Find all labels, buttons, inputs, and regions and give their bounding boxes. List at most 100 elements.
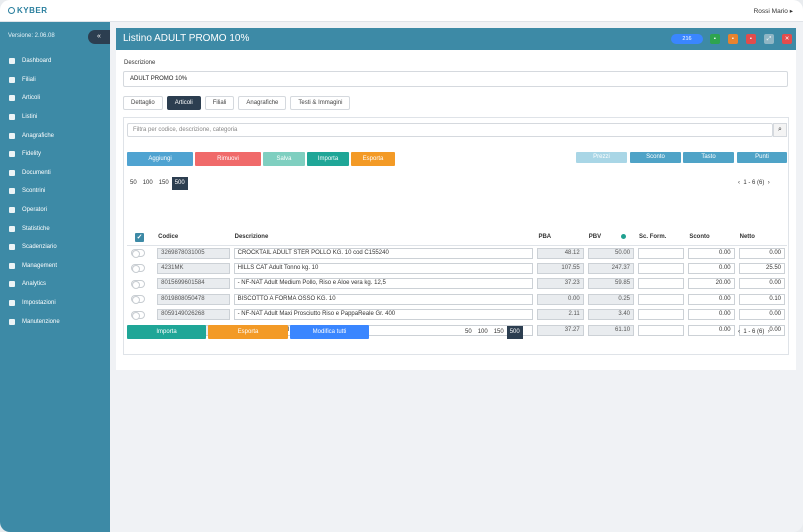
col-netto[interactable]: Netto [736, 230, 787, 246]
import-button[interactable]: Importa [307, 152, 349, 166]
netto-input[interactable]: 0.00 [738, 309, 785, 321]
sidebar-item-operatori[interactable]: Operatori [0, 201, 110, 220]
sc-form-input[interactable] [638, 324, 685, 336]
sc-form-input[interactable] [638, 247, 685, 259]
select-all-checkbox[interactable]: ✓ [135, 232, 144, 242]
row-toggle[interactable] [131, 295, 145, 305]
page-size-50[interactable]: 50 [130, 180, 137, 186]
save-button[interactable]: Salva [263, 152, 305, 166]
page-size-150[interactable]: 150 [493, 329, 504, 335]
filter-input[interactable]: Filtra per codice, descrizione, categori… [127, 123, 773, 137]
next-page-icon[interactable]: › [767, 329, 770, 335]
sconto-input[interactable]: 0.00 [688, 247, 735, 259]
netto-input[interactable]: 0.00 [738, 278, 785, 290]
sconto-cell: 20.00 [686, 276, 736, 292]
close-icon[interactable]: ✕ [782, 34, 792, 44]
sc-form-input[interactable] [638, 278, 685, 290]
codice-cell: 8059149026268 [155, 307, 231, 323]
key-button[interactable]: Tasto [683, 152, 734, 163]
search-icon[interactable]: ⌕ [773, 123, 787, 137]
sconto-input[interactable]: 0.00 [688, 262, 735, 274]
sconto-input[interactable]: 0.00 [688, 309, 735, 321]
row-toggle[interactable] [131, 264, 145, 274]
delete-icon[interactable]: ▪ [746, 34, 756, 44]
sidebar-item-statistiche[interactable]: Statistiche [0, 219, 110, 238]
export-button[interactable]: Esporta [351, 152, 395, 166]
page-size-150[interactable]: 150 [158, 180, 169, 186]
sidebar-item-fidelity[interactable]: Fidelity [0, 145, 110, 164]
sidebar-item-management[interactable]: Management [0, 257, 110, 276]
page-size-100[interactable]: 100 [477, 329, 488, 335]
sc-form-input[interactable] [638, 293, 685, 305]
tab-filiali[interactable]: Filiali [204, 96, 235, 110]
pagination-top: ‹ 1 - 6 (6) › [738, 180, 770, 186]
col-sc-form[interactable]: Sc. Form. [636, 230, 687, 246]
sidebar-item-label: Filiali [22, 76, 36, 83]
page-size-500[interactable]: 500 [506, 326, 523, 339]
col-pba[interactable]: PBA [535, 230, 586, 246]
sidebar-item-filiali[interactable]: Filiali [0, 71, 110, 90]
col-pbv-header[interactable]: PBV [585, 230, 637, 246]
sidebar-item-anagrafiche[interactable]: Anagrafiche [0, 126, 110, 145]
page-size-50[interactable]: 50 [465, 329, 472, 335]
sidebar-item-manutenzione[interactable]: Manutenzione [0, 312, 110, 331]
print-icon[interactable]: ▪ [728, 34, 738, 44]
sidebar-item-impostazioni[interactable]: Impostazioni [0, 294, 110, 313]
sidebar-collapse-button[interactable]: « [88, 30, 110, 44]
sidebar-item-documenti[interactable]: Documenti [0, 164, 110, 183]
user-menu[interactable]: Rossi Mario ▸ [754, 7, 793, 15]
row-toggle[interactable] [131, 310, 145, 320]
sconto-input[interactable]: 0.00 [688, 293, 735, 305]
prev-page-icon[interactable]: ‹ [738, 180, 740, 186]
page-size-100[interactable]: 100 [142, 180, 153, 186]
logo-text: KYBER [17, 6, 48, 15]
sidebar-item-scadenziario[interactable]: Scadenziario [0, 238, 110, 257]
row-toggle[interactable] [131, 249, 145, 258]
add-button[interactable]: Aggiungi [127, 152, 193, 166]
descrizione-field[interactable]: HILLS CAT Adult Tonno kg. 10 [233, 262, 534, 274]
netto-input[interactable]: 0.10 [738, 293, 785, 305]
prev-page-icon[interactable]: ‹ [738, 329, 740, 335]
col-descrizione[interactable]: Descrizione [231, 230, 536, 246]
tab-dettaglio[interactable]: Dettaglio [123, 96, 163, 110]
description-input[interactable]: ADULT PROMO 10% [123, 71, 788, 87]
remove-button[interactable]: Rimuovi [195, 152, 261, 166]
col-sconto[interactable]: Sconto [686, 230, 737, 246]
col-codice[interactable]: Codice [155, 230, 232, 246]
sidebar-item-analytics[interactable]: Analytics [0, 275, 110, 294]
tab-anagrafiche[interactable]: Anagrafiche [238, 96, 287, 110]
sconto-input[interactable]: 20.00 [688, 278, 735, 290]
netto-input[interactable]: 0.00 [738, 324, 785, 336]
page-size-500[interactable]: 500 [171, 177, 188, 190]
next-page-icon[interactable]: › [767, 180, 770, 186]
netto-input[interactable]: 0.00 [738, 247, 785, 259]
descrizione-field[interactable]: - NF-NAT Adult Maxi Prosciutto Riso e Pa… [233, 309, 534, 321]
discount-button[interactable]: Sconto [630, 152, 681, 163]
descrizione-field[interactable]: CROCKTAIL ADULT STER POLLO KG. 10 cod C1… [233, 247, 534, 259]
sconto-input[interactable]: 0.00 [688, 324, 735, 336]
descrizione-field[interactable]: - NF-NAT Adult Medium Pollo, Riso e Aloe… [233, 278, 534, 290]
pbv-field: 59.85 [587, 278, 635, 290]
expand-icon[interactable]: ⤢ [764, 34, 774, 44]
tab-articoli[interactable]: Articoli [166, 96, 201, 110]
points-button[interactable]: Punti [737, 152, 787, 163]
sidebar-item-label: Management [22, 262, 58, 269]
sidebar-item-listini[interactable]: Listini [0, 108, 110, 127]
calendar-icon [9, 244, 15, 251]
row-toggle[interactable] [131, 279, 145, 289]
sidebar-nav: Dashboard Filiali Articoli Listini Anagr… [0, 52, 110, 331]
prices-button[interactable]: Prezzi [576, 152, 627, 163]
descrizione-field[interactable]: BISCOTTO A FORMA OSSO KG. 10 [233, 293, 534, 305]
edit-all-button[interactable]: Modifica tutti [290, 325, 369, 339]
bottom-import-button[interactable]: Importa [127, 325, 206, 339]
sidebar-item-articoli[interactable]: Articoli [0, 89, 110, 108]
sc-form-input[interactable] [638, 309, 685, 321]
printer-icon [9, 188, 15, 195]
netto-input[interactable]: 25.50 [738, 262, 785, 274]
bottom-export-button[interactable]: Esporta [208, 325, 288, 339]
sidebar-item-dashboard[interactable]: Dashboard [0, 52, 110, 71]
save-icon[interactable]: ▪ [710, 34, 720, 44]
sc-form-input[interactable] [638, 262, 685, 274]
sidebar-item-scontrini[interactable]: Scontrini [0, 182, 110, 201]
tab-testi-immagini[interactable]: Testi & Immagini [290, 96, 351, 110]
